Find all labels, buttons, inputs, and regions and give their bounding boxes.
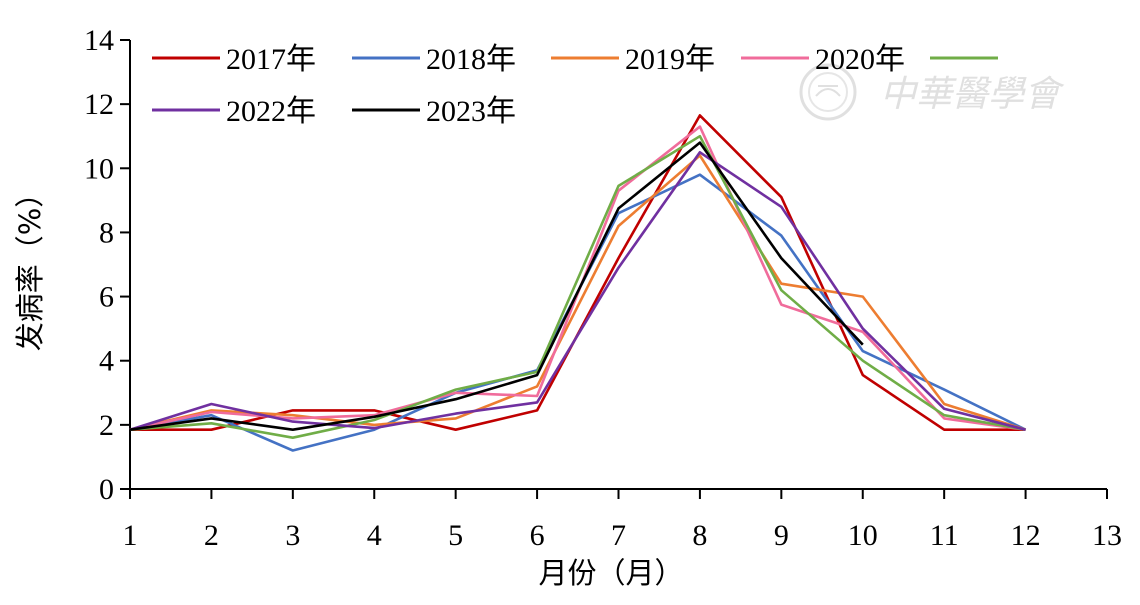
y-tick-label: 14: [84, 24, 114, 57]
legend: 2017年 2018年 2019年 2020年 2022年 2023年: [152, 43, 998, 128]
y-tick-label: 6: [99, 281, 114, 314]
x-tick-label: 5: [448, 519, 463, 552]
y-ticks: 0 2 4 6 8 10 12 14: [84, 24, 130, 506]
series-line-2: [129, 154, 1026, 431]
x-ticks: 1 2 3 4 5 6 7 8 9 10 11 12 13: [123, 489, 1122, 552]
y-tick-label: 12: [84, 88, 114, 121]
legend-item-5: 2022年: [152, 95, 316, 128]
y-tick-label: 2: [99, 409, 114, 442]
x-tick-label: 1: [123, 519, 138, 552]
legend-label: 2019年: [625, 43, 715, 76]
legend-item-1: 2018年: [352, 43, 516, 76]
y-tick-label: 8: [99, 216, 114, 249]
legend-item-3: 2020年: [741, 43, 905, 76]
x-tick-label: 3: [285, 519, 300, 552]
x-tick-label: 6: [530, 519, 545, 552]
watermark: 中華醫學會: [799, 63, 1065, 121]
y-axis-title: 发病率（%）: [13, 179, 47, 352]
legend-label: 2022年: [226, 95, 316, 128]
x-tick-label: 11: [930, 519, 959, 552]
x-tick-label: 8: [692, 519, 707, 552]
x-tick-label: 7: [611, 519, 626, 552]
x-tick-label: 9: [774, 519, 789, 552]
y-tick-label: 0: [99, 473, 114, 506]
legend-item-2: 2019年: [551, 43, 715, 76]
legend-label: 2017年: [226, 43, 316, 76]
x-axis-title: 月份（月）: [538, 556, 683, 590]
y-tick-label: 10: [84, 152, 114, 185]
legend-item-6: 2023年: [352, 95, 516, 128]
y-tick-label: 4: [99, 345, 114, 378]
series-line-1: [129, 173, 1027, 452]
series-line-5: [129, 151, 1026, 431]
series-line-4: [129, 134, 1026, 440]
legend-label: 2018年: [426, 43, 516, 76]
watermark-text: 中華醫學會: [880, 74, 1065, 115]
legend-label: 2023年: [426, 95, 516, 128]
series-line-0: [130, 114, 1026, 432]
x-tick-label: 4: [367, 519, 382, 552]
x-tick-label: 12: [1011, 519, 1041, 552]
series-line-6: [129, 141, 864, 432]
series-lines: [129, 114, 1027, 452]
x-tick-label: 2: [204, 519, 219, 552]
legend-item-0: 2017年: [152, 43, 316, 76]
x-tick-label: 10: [848, 519, 878, 552]
x-tick-label: 13: [1092, 519, 1122, 552]
legend-label: 2020年: [815, 43, 905, 76]
watermark-seal-icon: [799, 63, 857, 121]
